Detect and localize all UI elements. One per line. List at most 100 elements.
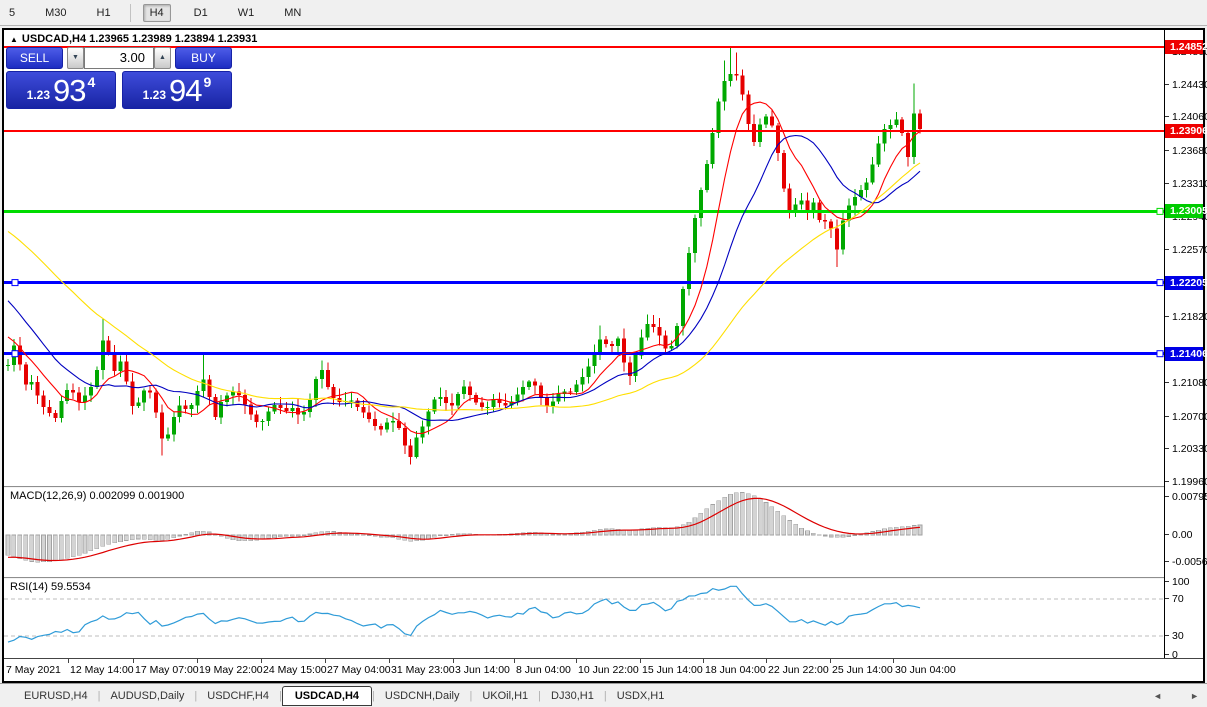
price-axis-label: 1.21820 [1165,311,1207,323]
buy-price-prefix: 1.23 [142,88,167,102]
time-tick [325,659,326,663]
time-tick [197,659,198,663]
tab-scroll-right-icon[interactable]: ► [1190,691,1199,701]
rsi-panel[interactable]: RSI(14) 59.5534 [4,579,1164,658]
chart-tab-usdcad[interactable]: USDCAD,H4 [281,685,373,706]
time-tick [576,659,577,663]
candlestick-chart[interactable] [4,30,1164,486]
chart-tab-eurusd[interactable]: EURUSD,H4 [24,689,88,702]
sell-price-display[interactable]: 1.23 93 4 [6,71,116,109]
chart-tab-usdx[interactable]: USDX,H1 [616,689,665,702]
time-axis-label: 18 Jun 04:00 [705,664,766,676]
timeframe-button-m30[interactable]: M30 [45,6,67,19]
timeframe-button-5[interactable]: 5 [9,6,16,19]
time-axis-label: 25 Jun 14:00 [832,664,893,676]
time-axis-label: 10 Jun 22:00 [578,664,639,676]
tab-separator: | [97,689,101,702]
panel-separator[interactable] [4,577,1203,579]
time-axis-label: 12 May 14:00 [70,664,134,676]
chart-symbol-label: USDCAD,H4 [21,33,87,45]
time-axis-label: 15 Jun 14:00 [642,664,703,676]
macd-axis-label: -0.00566 [1165,556,1207,568]
collapse-arrow-icon[interactable]: ▲ [10,35,18,44]
one-click-trade-panel: SELL ▼ 3.00 ▲ BUY 1.23 93 4 1.23 94 9 [6,47,232,109]
tab-separator: | [372,689,375,702]
time-axis-label: 22 Jun 22:00 [768,664,829,676]
rsi-axis-label: 70 [1165,593,1203,605]
time-tick [830,659,831,663]
macd-axis-label: 0.00 [1165,529,1203,541]
buy-price-pip: 9 [203,74,212,90]
time-axis-label: 17 May 07:00 [135,664,199,676]
time-axis[interactable]: 7 May 2021 12 May 14:00 17 May 07:00 19 May… [4,658,1203,681]
price-line-tag[interactable]: 1.21406 [1165,347,1207,361]
tab-scroll-arrows: ◄ ► [1153,691,1199,701]
price-axis-label: 1.21080 [1165,377,1207,389]
chart-tab-usdcnh[interactable]: USDCNH,Daily [384,689,460,702]
buy-button[interactable]: BUY [175,47,232,69]
time-tick [453,659,454,663]
buy-price-display[interactable]: 1.23 94 9 [122,71,232,109]
time-tick [640,659,641,663]
tab-separator: | [279,689,282,702]
chart-tab-audusd[interactable]: AUDUSD,Daily [110,689,185,702]
price-line-tag[interactable]: 1.22205 [1165,276,1207,290]
price-axis-label: 1.24060 [1165,111,1207,123]
tab-separator: | [194,689,198,702]
time-axis-label: 19 May 22:00 [199,664,263,676]
price-axis-label: 1.22570 [1165,244,1207,256]
volume-increase-button[interactable]: ▲ [154,47,171,69]
tab-separator: | [603,689,607,702]
price-axis-label: 1.20330 [1165,443,1207,455]
time-tick [893,659,894,663]
macd-axis-label: 0.007959 [1165,491,1207,503]
time-axis-label: 30 Jun 04:00 [895,664,956,676]
volume-decrease-button[interactable]: ▼ [67,47,84,69]
timeframe-button-mn[interactable]: MN [284,6,302,19]
rsi-chart[interactable] [4,579,1164,658]
chart-tab-usdchf[interactable]: USDCHF,H4 [207,689,269,702]
panel-separator[interactable] [4,486,1203,488]
toolbar-separator [129,3,131,22]
buy-price-main: 94 [169,73,202,108]
sell-price-main: 93 [53,73,86,108]
timeframe-button-h4[interactable]: H4 [142,3,171,22]
timeframe-button-w1[interactable]: W1 [237,6,255,19]
price-line-tag[interactable]: 1.24852 [1165,40,1207,54]
chart-tab-dj30[interactable]: DJ30,H1 [551,689,594,702]
time-axis-label: 3 Jun 14:00 [455,664,510,676]
time-tick [703,659,704,663]
tab-separator: | [469,689,473,702]
chart-ohlc-values: 1.23965 1.23989 1.23894 1.23931 [89,33,258,45]
price-axis-label: 1.19960 [1165,476,1207,488]
price-axis[interactable]: 1.248001.244301.240601.236801.233101.229… [1164,30,1207,661]
price-line-tag[interactable]: 1.23906 [1165,124,1207,138]
tab-separator: | [538,689,542,702]
macd-label: MACD(12,26,9) 0.002099 0.001900 [10,490,185,502]
chart-tab-ukoil[interactable]: UKOil,H1 [482,689,529,702]
rsi-axis-label: 0 [1165,649,1203,661]
timeframe-toolbar: 5 M30 H1 H4 D1 W1 MN [0,0,1207,26]
macd-panel[interactable]: MACD(12,26,9) 0.002099 0.001900 [4,488,1164,577]
rsi-label: RSI(14) 59.5534 [10,581,91,593]
timeframe-button-h1[interactable]: H1 [96,6,111,19]
price-axis-label: 1.23310 [1165,178,1207,190]
time-axis-label: 24 May 15:00 [263,664,327,676]
price-axis-label: 1.20700 [1165,411,1207,423]
time-tick [389,659,390,663]
time-tick [514,659,515,663]
sell-price-pip: 4 [87,74,96,90]
tab-scroll-left-icon[interactable]: ◄ [1153,691,1163,701]
sell-button[interactable]: SELL [6,47,63,69]
time-tick [133,659,134,663]
price-chart-panel[interactable]: ▲ USDCAD,H4 1.23965 1.23989 1.23894 1.239… [4,30,1164,486]
price-axis-label: 1.23680 [1165,145,1207,157]
time-axis-label: 7 May 2021 [6,664,61,676]
price-axis-label: 1.24430 [1165,79,1207,91]
price-line-tag[interactable]: 1.23005 [1165,204,1207,218]
macd-chart[interactable] [4,488,1164,577]
timeframe-button-d1[interactable]: D1 [193,6,208,19]
time-axis-label: 31 May 23:00 [391,664,455,676]
volume-input[interactable]: 3.00 [84,47,154,69]
